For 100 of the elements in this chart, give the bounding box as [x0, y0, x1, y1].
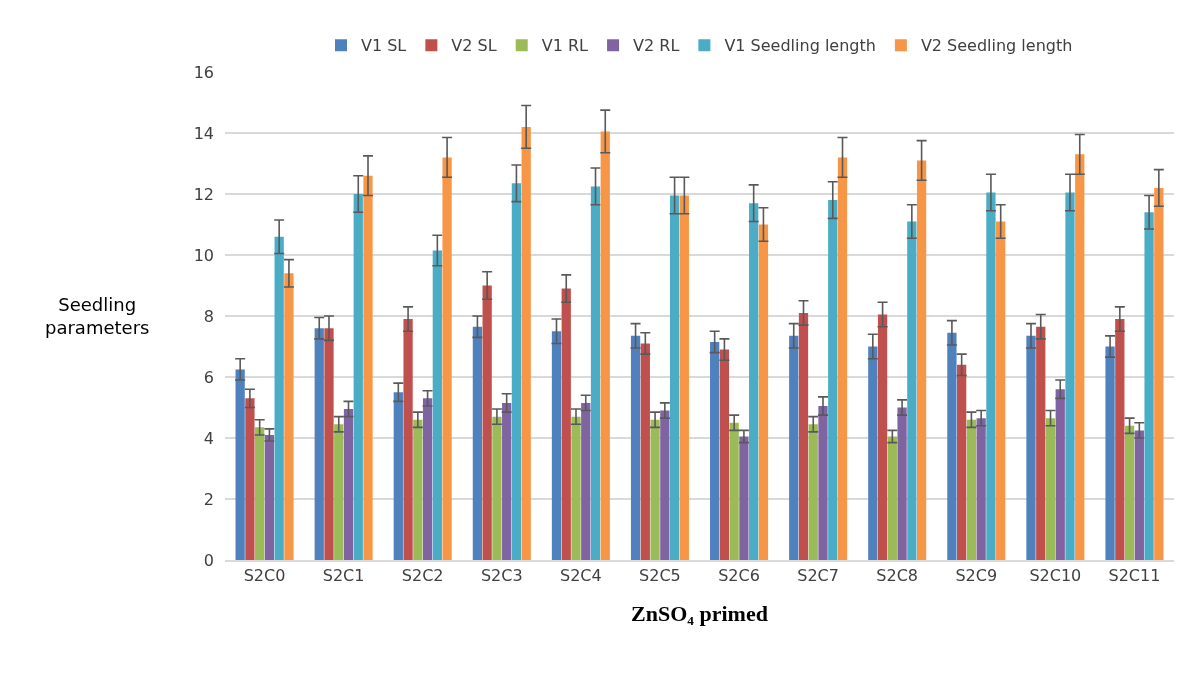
bar [1026, 335, 1036, 560]
legend-label: V2 Seedling length [920, 36, 1073, 56]
bar [324, 328, 334, 560]
bar [422, 398, 433, 560]
bar [947, 332, 957, 560]
bar [590, 186, 601, 560]
bar [1154, 187, 1164, 560]
legend-label: V2 RL [633, 36, 680, 56]
bar [907, 221, 917, 560]
y-tick-label: 8 [203, 306, 214, 326]
bar [798, 312, 809, 560]
bar [966, 419, 977, 560]
bar [393, 392, 403, 560]
bar [413, 419, 423, 560]
y-tick-label: 6 [203, 367, 214, 387]
bar [432, 250, 442, 560]
bar [818, 405, 828, 560]
legend-label: V1 SL [361, 36, 407, 56]
bar [679, 195, 689, 560]
y-tick-label: 14 [193, 123, 214, 143]
bar [986, 192, 996, 560]
bar [403, 319, 413, 560]
x-tick-label: S2C6 [718, 565, 760, 585]
bar [729, 422, 739, 560]
bar [581, 402, 591, 560]
bar [868, 346, 878, 560]
y-tick-label: 16 [193, 62, 214, 82]
legend-label: V1 Seedling length [724, 36, 876, 56]
bar [264, 434, 275, 560]
legend-label: V1 RL [541, 36, 589, 56]
bar [957, 364, 967, 560]
bar [789, 335, 799, 560]
bar [1124, 425, 1135, 560]
x-tick-label: S2C11 [1108, 565, 1161, 585]
bar [521, 126, 531, 560]
bar [255, 427, 265, 560]
bar [1055, 389, 1065, 560]
bar [235, 369, 245, 560]
bar [502, 402, 512, 560]
bar [996, 221, 1006, 560]
bar [1045, 418, 1056, 560]
bar [650, 419, 660, 560]
x-tick-label: S2C1 [322, 565, 365, 585]
bar [334, 424, 344, 560]
bar [442, 157, 452, 560]
bar [363, 175, 373, 560]
x-tick-label: S2C8 [876, 565, 919, 585]
bar [1075, 154, 1085, 560]
y-tick-label: 10 [193, 245, 214, 265]
legend-label: V2 SL [451, 36, 497, 56]
bar [245, 398, 255, 560]
bar [1105, 346, 1115, 560]
bar [916, 160, 927, 560]
bar [808, 424, 818, 560]
y-tick-label: 12 [193, 184, 214, 204]
bar [719, 349, 730, 560]
y-tick-label: 0 [203, 550, 214, 570]
bar [887, 436, 897, 560]
x-tick-label: S2C10 [1029, 565, 1082, 585]
bar [353, 194, 363, 560]
bar [976, 418, 986, 560]
bar [1115, 319, 1125, 560]
y-tick-label: 2 [203, 489, 214, 509]
bar [551, 331, 562, 560]
bar [877, 314, 888, 560]
bar [630, 335, 641, 560]
bar [828, 200, 838, 560]
bar [314, 328, 324, 560]
x-tick-label: S2C0 [243, 565, 286, 585]
bar [640, 343, 650, 560]
bar [837, 157, 848, 560]
bar [1144, 212, 1154, 560]
bar [1134, 430, 1144, 560]
bar [561, 288, 571, 560]
bar [749, 203, 759, 560]
x-tick-label: S2C3 [480, 565, 523, 585]
x-tick-label: S2C2 [401, 565, 444, 585]
bar [897, 407, 907, 560]
bar [511, 183, 522, 560]
bar [571, 416, 581, 560]
x-tick-label: S2C9 [955, 565, 998, 585]
y-axis-title: Seedling parameters [45, 294, 150, 339]
bar [343, 409, 354, 560]
bar [710, 341, 720, 560]
y-tick-label: 4 [203, 428, 214, 448]
bar [739, 436, 749, 560]
bar [669, 195, 680, 560]
bar [758, 224, 769, 560]
bar [1036, 326, 1046, 560]
bar [284, 273, 294, 560]
bar [660, 410, 670, 560]
x-axis-title: ZnSO₄ primed [631, 601, 768, 627]
bar [274, 236, 284, 560]
bar [600, 131, 610, 560]
x-tick-label: S2C5 [639, 565, 681, 585]
x-tick-label: S2C4 [560, 565, 602, 585]
bar [482, 285, 492, 560]
x-tick-label: S2C7 [797, 565, 839, 585]
bar [472, 326, 483, 560]
bar [1065, 192, 1075, 560]
